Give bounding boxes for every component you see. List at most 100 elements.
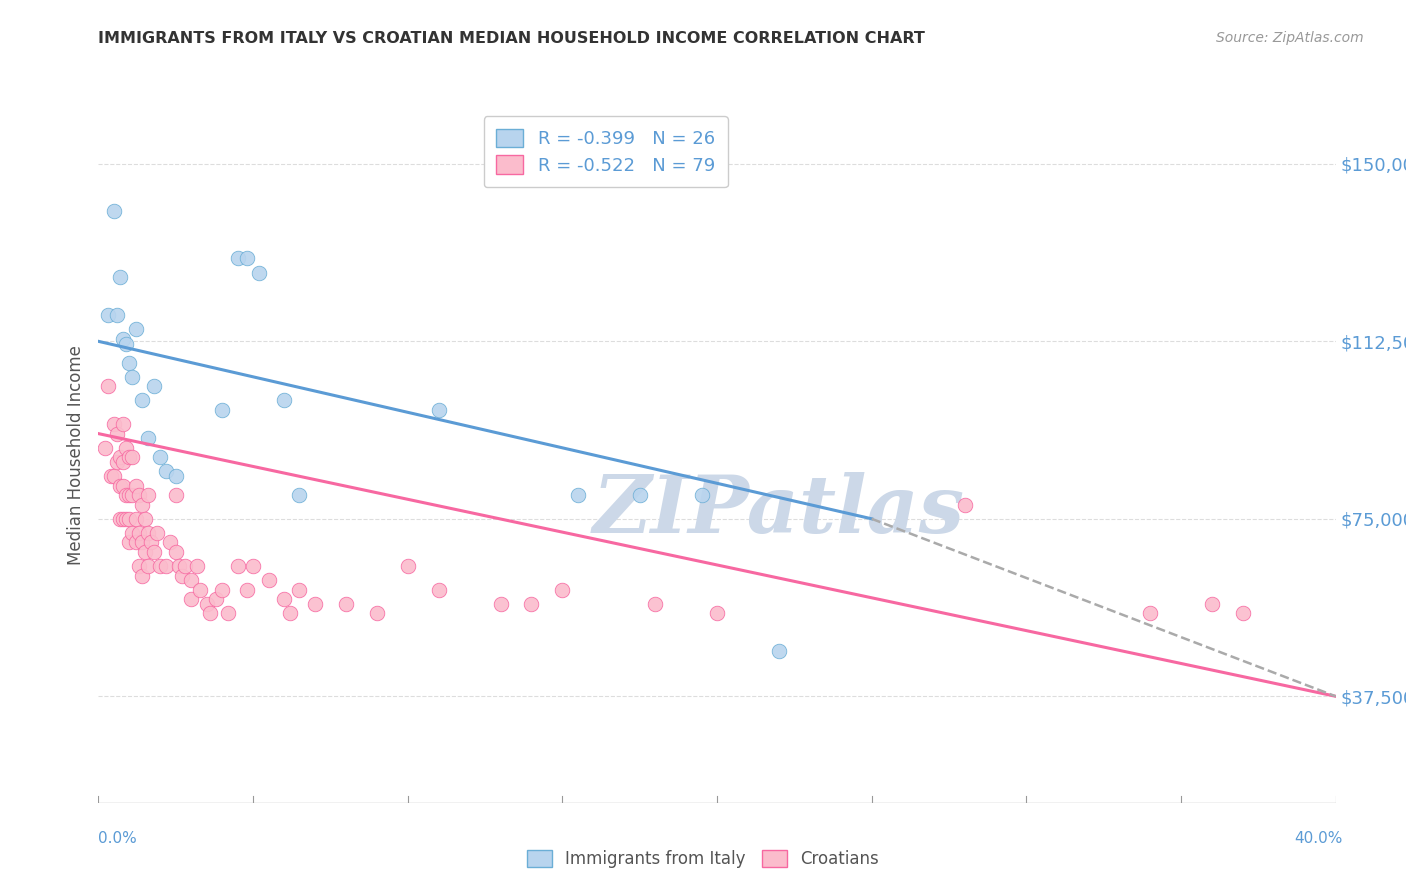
Point — [124, 478, 146, 492]
Point — [124, 322, 146, 336]
Point — [118, 488, 141, 502]
Point — [97, 379, 120, 393]
Point — [768, 644, 790, 658]
Point — [121, 488, 143, 502]
Point — [226, 252, 249, 266]
Point — [165, 545, 187, 559]
Point — [211, 582, 233, 597]
Point — [134, 545, 156, 559]
Point — [567, 488, 589, 502]
Point — [953, 498, 976, 512]
Point — [112, 455, 135, 469]
Point — [706, 607, 728, 621]
Point — [304, 597, 326, 611]
Point — [366, 607, 388, 621]
Text: IMMIGRANTS FROM ITALY VS CROATIAN MEDIAN HOUSEHOLD INCOME CORRELATION CHART: IMMIGRANTS FROM ITALY VS CROATIAN MEDIAN… — [98, 31, 925, 46]
Point — [247, 266, 270, 280]
Point — [103, 417, 125, 432]
Point — [644, 597, 666, 611]
Point — [128, 526, 150, 541]
Legend: Immigrants from Italy, Croatians: Immigrants from Italy, Croatians — [520, 843, 886, 875]
Point — [149, 559, 172, 574]
Point — [124, 535, 146, 549]
Text: 40.0%: 40.0% — [1295, 831, 1343, 846]
Point — [131, 568, 153, 582]
Point — [108, 270, 131, 285]
Point — [103, 469, 125, 483]
Point — [128, 488, 150, 502]
Point — [167, 559, 190, 574]
Point — [105, 426, 128, 441]
Point — [273, 592, 295, 607]
Point — [115, 488, 138, 502]
Point — [242, 559, 264, 574]
Point — [128, 559, 150, 574]
Point — [335, 597, 357, 611]
Point — [174, 559, 197, 574]
Point — [100, 469, 122, 483]
Point — [136, 488, 159, 502]
Point — [489, 597, 512, 611]
Point — [131, 393, 153, 408]
Point — [108, 450, 131, 465]
Point — [112, 417, 135, 432]
Point — [112, 332, 135, 346]
Point — [131, 535, 153, 549]
Point — [105, 455, 128, 469]
Point — [118, 535, 141, 549]
Point — [690, 488, 713, 502]
Point — [93, 441, 115, 455]
Point — [118, 512, 141, 526]
Legend: R = -0.399   N = 26, R = -0.522   N = 79: R = -0.399 N = 26, R = -0.522 N = 79 — [484, 116, 728, 187]
Point — [124, 512, 146, 526]
Y-axis label: Median Household Income: Median Household Income — [66, 345, 84, 565]
Point — [427, 403, 450, 417]
Point — [118, 356, 141, 370]
Point — [190, 582, 212, 597]
Point — [112, 478, 135, 492]
Point — [198, 607, 221, 621]
Point — [273, 393, 295, 408]
Point — [217, 607, 239, 621]
Point — [236, 582, 259, 597]
Point — [159, 535, 181, 549]
Point — [186, 559, 208, 574]
Point — [121, 369, 143, 384]
Text: ZIPatlas: ZIPatlas — [593, 472, 965, 549]
Point — [136, 526, 159, 541]
Point — [97, 308, 120, 322]
Point — [211, 403, 233, 417]
Point — [136, 431, 159, 445]
Point — [118, 450, 141, 465]
Point — [1139, 607, 1161, 621]
Point — [134, 512, 156, 526]
Point — [108, 478, 131, 492]
Point — [288, 488, 311, 502]
Point — [121, 526, 143, 541]
Point — [115, 336, 138, 351]
Point — [551, 582, 574, 597]
Point — [520, 597, 543, 611]
Point — [170, 568, 193, 582]
Point — [257, 574, 280, 588]
Point — [165, 469, 187, 483]
Point — [195, 597, 218, 611]
Point — [136, 559, 159, 574]
Point — [288, 582, 311, 597]
Point — [205, 592, 228, 607]
Point — [180, 574, 202, 588]
Point — [155, 465, 177, 479]
Point — [427, 582, 450, 597]
Point — [1201, 597, 1223, 611]
Point — [155, 559, 177, 574]
Point — [121, 450, 143, 465]
Point — [396, 559, 419, 574]
Text: 0.0%: 0.0% — [98, 831, 138, 846]
Point — [226, 559, 249, 574]
Point — [115, 441, 138, 455]
Point — [143, 379, 166, 393]
Point — [236, 252, 259, 266]
Point — [112, 512, 135, 526]
Point — [139, 535, 162, 549]
Point — [103, 204, 125, 219]
